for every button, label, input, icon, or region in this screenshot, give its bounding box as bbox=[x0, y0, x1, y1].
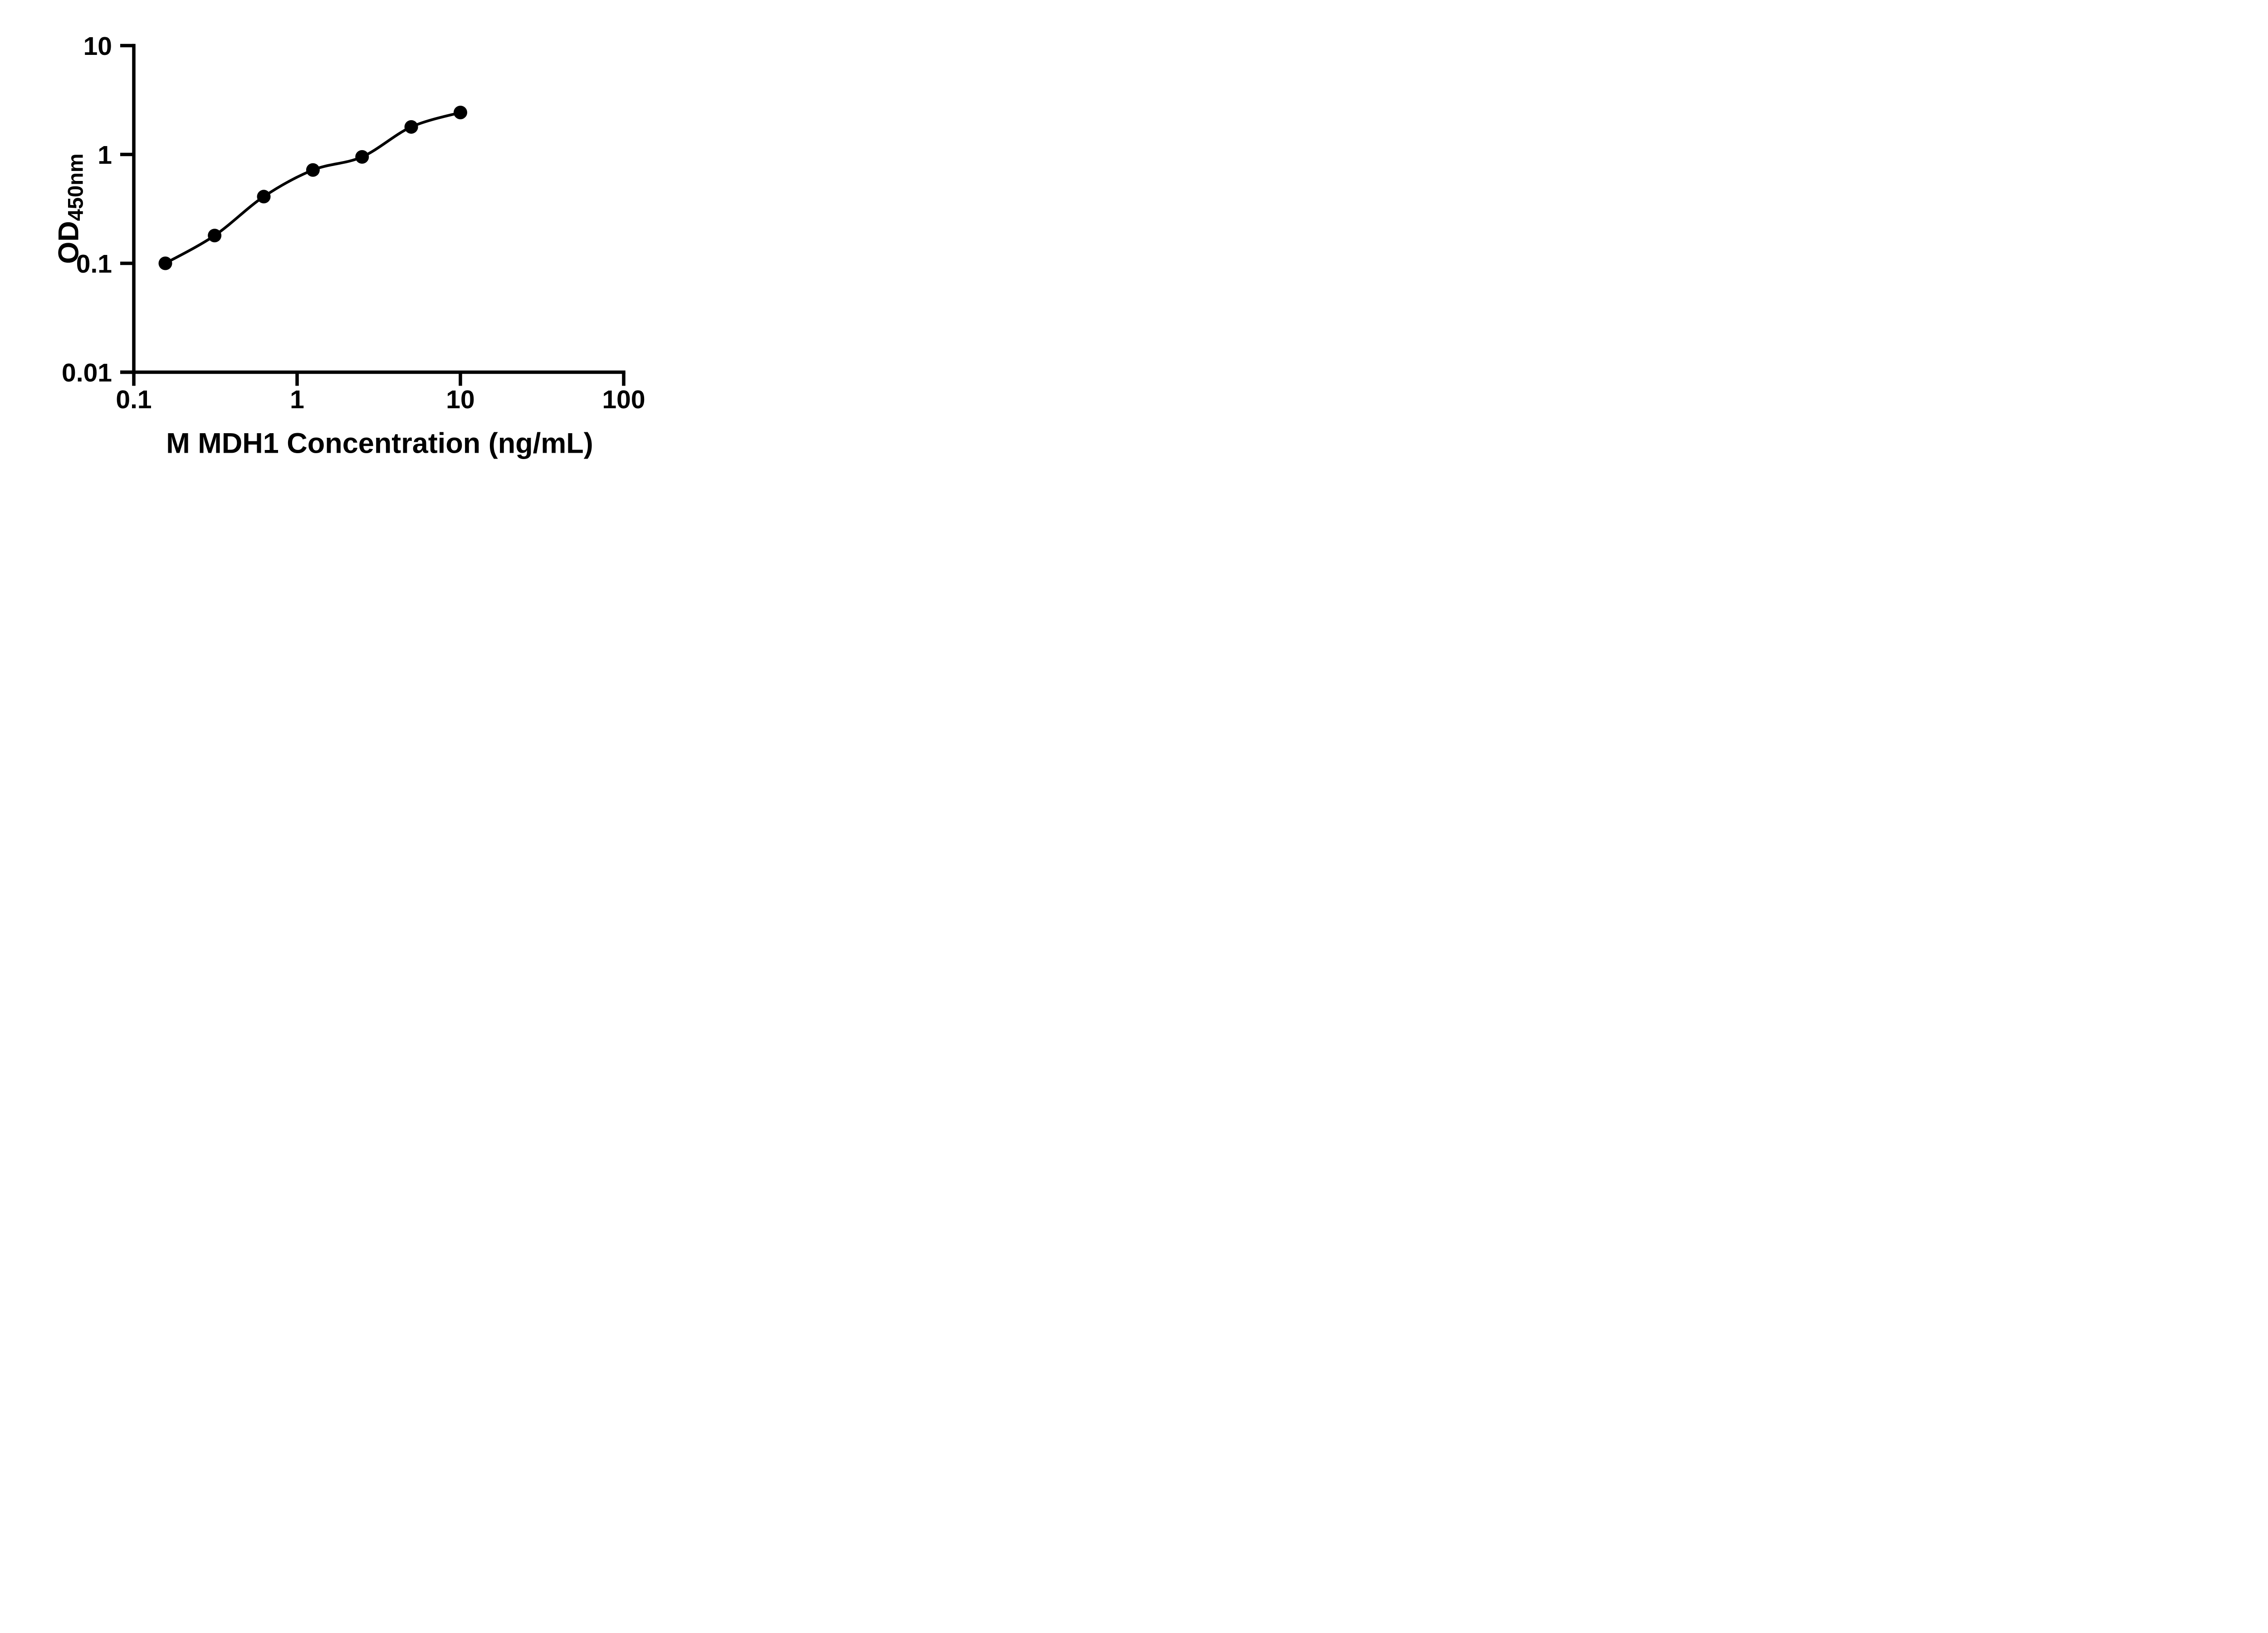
x-axis-title: M MDH1 Concentration (ng/mL) bbox=[166, 427, 593, 460]
data-point bbox=[454, 105, 467, 119]
data-point bbox=[306, 163, 320, 177]
x-tick-label: 100 bbox=[602, 385, 645, 414]
data-point bbox=[404, 120, 418, 134]
data-point bbox=[257, 190, 271, 204]
y-axis-title-main: OD bbox=[53, 221, 85, 264]
y-axis-title: OD 450nm bbox=[53, 153, 88, 264]
x-tick-label: 0.1 bbox=[116, 385, 152, 414]
elisa-standard-curve-figure: 10 1 0.1 0.01 0.1 1 10 100 OD 450nm M MDH1 Conce… bbox=[0, 0, 699, 490]
data-point bbox=[355, 150, 369, 164]
x-tick-label: 1 bbox=[290, 385, 304, 414]
data-point bbox=[158, 256, 172, 270]
data-point bbox=[208, 229, 222, 243]
x-tick-label: 10 bbox=[446, 385, 474, 414]
y-tick-label: 0.1 bbox=[76, 249, 112, 279]
y-tick-label: 10 bbox=[83, 32, 112, 61]
y-axis-title-subscript: 450nm bbox=[63, 153, 88, 221]
y-tick-label: 1 bbox=[98, 141, 112, 170]
fit-curve bbox=[164, 111, 462, 265]
y-tick-label: 0.01 bbox=[62, 358, 112, 387]
